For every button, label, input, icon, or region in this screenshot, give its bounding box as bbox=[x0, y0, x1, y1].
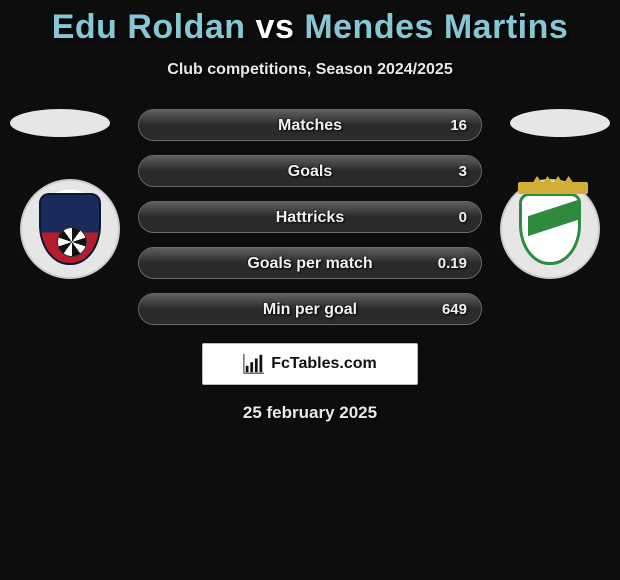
club-crest-left bbox=[20, 179, 120, 279]
cordoba-stripe-icon bbox=[528, 200, 578, 236]
stat-value: 0 bbox=[459, 202, 467, 233]
huesca-shield-icon bbox=[39, 193, 101, 265]
stat-bar: Goals per match 0.19 bbox=[138, 247, 482, 279]
title-player1: Edu Roldan bbox=[52, 8, 246, 46]
stat-bar: Min per goal 649 bbox=[138, 293, 482, 325]
page-title: Edu Roldan vs Mendes Martins bbox=[0, 0, 620, 47]
date-text: 25 february 2025 bbox=[0, 403, 620, 423]
subtitle: Club competitions, Season 2024/2025 bbox=[0, 61, 620, 79]
player2-oval bbox=[510, 109, 610, 137]
stat-bar: Hattricks 0 bbox=[138, 201, 482, 233]
stat-bar: Matches 16 bbox=[138, 109, 482, 141]
stat-label: Hattricks bbox=[139, 202, 481, 233]
club-crest-right bbox=[500, 179, 600, 279]
stat-label: Min per goal bbox=[139, 294, 481, 325]
stat-label: Matches bbox=[139, 110, 481, 141]
title-vs: vs bbox=[256, 8, 295, 46]
brand-badge: FcTables.com bbox=[202, 343, 418, 385]
stat-value: 3 bbox=[459, 156, 467, 187]
stat-label: Goals bbox=[139, 156, 481, 187]
stat-bar: Goals 3 bbox=[138, 155, 482, 187]
stat-value: 0.19 bbox=[438, 248, 467, 279]
stat-value: 16 bbox=[450, 110, 467, 141]
title-player2: Mendes Martins bbox=[304, 8, 568, 46]
bar-chart-icon bbox=[243, 353, 265, 375]
stat-label: Goals per match bbox=[139, 248, 481, 279]
stat-bars: Matches 16 Goals 3 Hattricks 0 Goals per… bbox=[138, 109, 482, 325]
stat-value: 649 bbox=[442, 294, 467, 325]
cordoba-shield-icon bbox=[519, 193, 581, 265]
brand-text: FcTables.com bbox=[271, 355, 377, 373]
comparison-arena: Matches 16 Goals 3 Hattricks 0 Goals per… bbox=[0, 109, 620, 423]
player1-oval bbox=[10, 109, 110, 137]
